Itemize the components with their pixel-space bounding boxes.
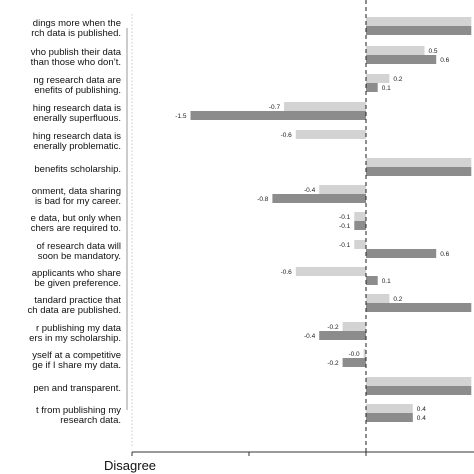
bar-light [366, 17, 472, 26]
statement-label-line: ge if I share my data. [32, 360, 121, 371]
value-label: -0.2 [327, 324, 339, 331]
statement-label-line: r publishing my data [36, 323, 122, 334]
statement-label: e data, but only when chers are required … [31, 213, 121, 234]
value-label: 0.1 [382, 85, 391, 92]
bar-dark [366, 249, 437, 258]
value-label: -0.4 [304, 333, 316, 340]
statement-label: yself at a competitive ge if I share my d… [32, 350, 121, 371]
bar-light [366, 404, 413, 413]
value-labels: 0.50.60.20.1-0.7-1.5-0.6-0.4-0.8-0.1-0.1… [175, 48, 449, 422]
value-label: 0.5 [429, 48, 438, 55]
value-label: 0.6 [440, 251, 449, 258]
bar-dark [366, 167, 472, 176]
bar-light [295, 130, 366, 139]
statement-label-line: t from publishing my [36, 405, 121, 416]
statement-label: benefits scholarship. [34, 164, 121, 175]
statement-label: hing research data is enerally superfluou… [33, 103, 121, 124]
bar-dark [366, 26, 472, 35]
statement-label-line: is bad for my career. [35, 196, 121, 207]
bar-dark [342, 358, 366, 367]
statement-label-line: research data. [60, 415, 121, 426]
statement-label-line: enerally problematic. [33, 141, 121, 152]
bar-dark [190, 111, 366, 120]
statement-label-line: enefits of publishing. [34, 85, 121, 96]
bar-dark [272, 194, 366, 203]
bar-dark [366, 386, 472, 395]
value-label: 0.1 [382, 278, 391, 285]
bar-light [342, 322, 366, 331]
statement-label: dings more when the rch data is published… [31, 18, 121, 39]
statement-label: applicants who share be given preference. [32, 268, 121, 289]
statement-label-line: applicants who share [32, 268, 121, 279]
statement-label-line: pen and transparent. [33, 383, 121, 394]
bar-light [366, 294, 390, 303]
value-label: 0.6 [440, 57, 449, 64]
value-label: -0.1 [339, 223, 351, 230]
bar-light [319, 185, 366, 194]
value-label: -0.1 [339, 242, 351, 249]
x-axis-label: Disagree [104, 458, 156, 473]
statement-label-line: dings more when the [33, 18, 121, 29]
statement-label-line: hing research data is [33, 131, 121, 142]
bar-light [366, 377, 472, 386]
statement-label: of research data will soon be mandatory. [37, 241, 121, 262]
statement-label-line: ng research data are [33, 75, 121, 86]
statement-label-line: e data, but only when [31, 213, 121, 224]
bar-dark [354, 221, 366, 230]
bar-light [284, 102, 366, 111]
value-label: -0.4 [304, 187, 316, 194]
statement-label: pen and transparent. [33, 383, 121, 394]
statement-labels: dings more when the rch data is published… [28, 18, 122, 426]
statement-label: tandard practice that ch data are publish… [28, 295, 122, 316]
statement-label-line: soon be mandatory. [38, 251, 121, 262]
statement-label: onment, data sharing is bad for my career… [32, 186, 121, 207]
value-label: -0.8 [257, 196, 269, 203]
value-label: -1.5 [175, 113, 187, 120]
statement-label-line: onment, data sharing [32, 186, 121, 197]
bar-light [295, 267, 366, 276]
statement-label-line: than those who don’t. [31, 57, 121, 68]
statement-label-line: hing research data is [33, 103, 121, 114]
value-label: -0.0 [348, 351, 360, 358]
value-label: 0.2 [393, 296, 402, 303]
bar-dark [366, 83, 378, 92]
statement-label-line: chers are required to. [31, 223, 121, 234]
bar-dark [366, 413, 413, 422]
statement-label-line: of research data will [37, 241, 121, 252]
bar-light [354, 240, 366, 249]
value-label: -0.6 [281, 269, 293, 276]
bar-light [366, 158, 472, 167]
value-label: -0.1 [339, 214, 351, 221]
statement-label: r publishing my data ers in my scholarshi… [29, 323, 122, 344]
statement-label-line: rch data is published. [31, 28, 121, 39]
value-label: 0.4 [417, 415, 426, 422]
statement-label-line: tandard practice that [34, 295, 121, 306]
value-label: -0.6 [281, 132, 293, 139]
value-label: -0.2 [327, 360, 339, 367]
bar-dark [366, 276, 378, 285]
statement-label-line: enerally superfluous. [33, 113, 121, 124]
statement-label: t from publishing my research data. [36, 405, 121, 426]
value-label: 0.4 [417, 406, 426, 413]
statement-label-line: benefits scholarship. [34, 164, 121, 175]
statement-label: hing research data is enerally problemati… [33, 131, 121, 152]
statement-label-line: yself at a competitive [32, 350, 121, 361]
bar-light [366, 74, 390, 83]
statement-label: vho publish their data than those who don… [31, 47, 122, 68]
statement-label-line: ch data are published. [28, 305, 121, 316]
bar-dark [366, 303, 472, 312]
bar-dark [319, 331, 366, 340]
bar-light [354, 212, 366, 221]
statement-label: ng research data are enefits of publishin… [33, 75, 121, 96]
bars [190, 17, 472, 422]
bar-dark [366, 55, 437, 64]
statement-label-line: ers in my scholarship. [29, 333, 121, 344]
bar-light [366, 46, 425, 55]
bar-light [363, 349, 366, 358]
statement-label-line: vho publish their data [31, 47, 122, 58]
value-label: 0.2 [393, 76, 402, 83]
statement-label-line: be given preference. [34, 278, 121, 289]
value-label: -0.7 [269, 104, 281, 111]
